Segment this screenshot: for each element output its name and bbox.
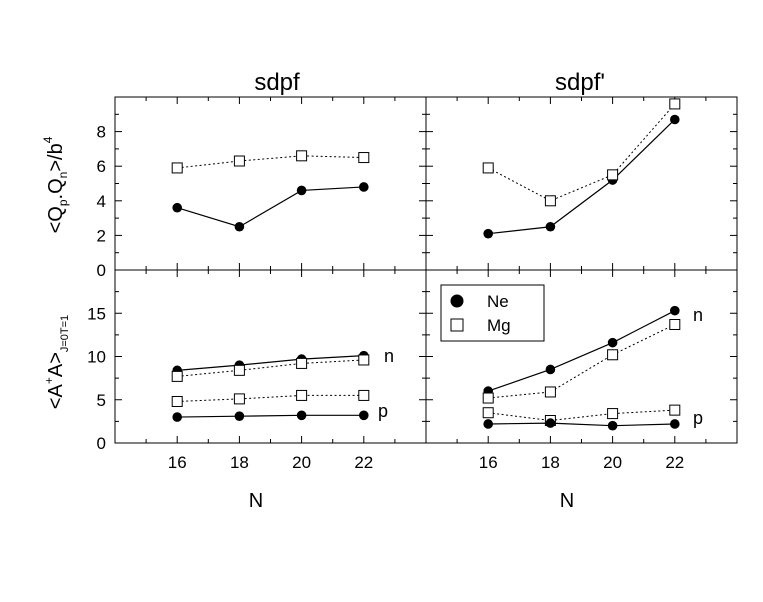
x-tick-label: 18 <box>230 453 249 472</box>
data-point-ne <box>545 364 556 375</box>
y-tick-label: 5 <box>97 391 106 410</box>
data-point-ne <box>670 419 680 429</box>
data-point-mg <box>607 349 619 361</box>
data-point-mg <box>544 386 556 398</box>
x-tick-label: 22 <box>354 453 373 472</box>
x-tick-label: 18 <box>541 453 560 472</box>
data-point-mg <box>296 357 308 369</box>
data-point-mg <box>669 318 681 330</box>
series-line-mg-p <box>488 409 675 422</box>
data-point-ne <box>545 418 556 428</box>
series-line-mg-n <box>488 324 676 399</box>
y-tick-label: 2 <box>97 226 106 245</box>
x-tick-label: 22 <box>665 453 684 472</box>
y-tick-label: 6 <box>97 157 106 176</box>
panel-bottom-left: 0 5 10 15 16 18 20 22 n p <box>87 270 426 472</box>
series-annotation-p: p <box>693 408 703 428</box>
x-label-left: N <box>249 490 263 512</box>
x-label-right: N <box>560 490 574 512</box>
column-title-sdpf: sdpf <box>254 69 300 96</box>
data-point-ne <box>483 419 494 429</box>
y-label-top: <Qp.Qn>/b4 <box>41 136 70 233</box>
x-tick-label: 16 <box>479 453 498 472</box>
data-point-ne <box>359 410 369 421</box>
data-point-mg <box>482 392 494 404</box>
data-point-ne <box>172 202 182 213</box>
data-point-mg <box>669 404 681 416</box>
plot-area: 0 2 4 6 8 0 5 10 15 16 18 20 22 n p 16 18 20 22 n p <box>87 96 738 472</box>
panel-top-right <box>426 97 737 271</box>
y-tick-label: 0 <box>97 434 106 453</box>
series-annotation-n: n <box>693 305 703 325</box>
column-title-sdpf-prime: sdpf' <box>555 69 605 96</box>
series-line-mg <box>487 103 676 202</box>
x-tick-label: 20 <box>292 453 311 472</box>
data-point-mg <box>171 395 183 407</box>
data-point-mg <box>607 408 619 420</box>
series-line-ne-n <box>488 310 676 392</box>
data-point-mg <box>233 364 245 376</box>
data-point-ne <box>296 185 307 196</box>
data-point-mg <box>669 98 681 110</box>
panel-top-left: 0 2 4 6 8 <box>97 97 426 280</box>
y-label-bottom-text: <A+A>J=0T=1 <box>42 315 71 409</box>
legend-box <box>440 284 545 342</box>
data-point-ne <box>234 411 245 421</box>
data-point-ne <box>483 228 494 239</box>
data-point-mg <box>296 389 308 401</box>
y-tick-label: 15 <box>87 304 106 323</box>
y-tick-label: 8 <box>97 123 106 142</box>
data-point-mg <box>358 389 370 401</box>
data-point-mg <box>358 354 370 366</box>
panel-bottom-right: 16 18 20 22 n p <box>426 270 737 472</box>
data-point-mg <box>233 393 245 405</box>
y-label-bottom: <A+A>J=0T=1 <box>42 315 71 409</box>
x-tick-label: 20 <box>603 453 622 472</box>
data-point-mg <box>482 162 494 174</box>
data-point-ne <box>670 305 680 316</box>
data-point-ne <box>359 182 369 192</box>
legend: Ne Mg <box>440 284 545 342</box>
data-point-mg <box>233 155 245 167</box>
series-line-ne-p <box>177 414 364 418</box>
data-point-mg <box>171 162 183 174</box>
legend-marker-mg <box>450 318 464 332</box>
series-line-ne-n <box>177 355 364 371</box>
series-line-ne <box>488 119 676 235</box>
data-point-mg <box>607 169 619 181</box>
series-line-ne <box>177 186 364 228</box>
data-point-mg <box>482 407 494 419</box>
y-tick-label: 0 <box>97 261 106 280</box>
y-label-top-text: <Qp.Qn>/b4 <box>41 136 70 233</box>
data-point-ne <box>607 420 618 431</box>
data-point-mg <box>358 152 370 164</box>
legend-label-mg: Mg <box>487 316 511 335</box>
data-point-ne <box>670 114 680 125</box>
legend-marker-ne <box>450 294 464 308</box>
y-tick-label: 4 <box>97 192 106 211</box>
series-annotation-n: n <box>384 346 394 366</box>
data-point-ne <box>234 221 245 232</box>
series-line-mg-p <box>177 394 364 402</box>
series-line-ne-p <box>488 422 675 427</box>
data-point-mg <box>296 150 308 162</box>
y-tick-label: 10 <box>87 348 106 367</box>
data-point-ne <box>296 410 307 421</box>
data-point-mg <box>171 370 183 382</box>
data-point-mg <box>544 195 556 207</box>
data-point-ne <box>172 412 182 422</box>
series-annotation-p: p <box>378 401 388 421</box>
data-point-ne <box>545 221 556 232</box>
series-line-mg <box>177 155 364 169</box>
data-point-ne <box>607 337 618 348</box>
x-tick-label: 16 <box>168 453 187 472</box>
legend-label-ne: Ne <box>487 292 509 311</box>
